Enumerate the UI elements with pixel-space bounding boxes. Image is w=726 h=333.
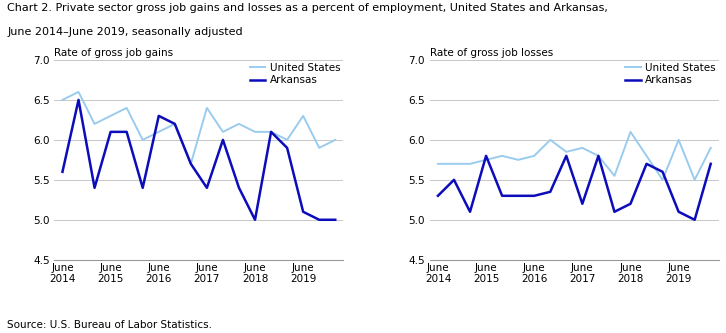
Text: Rate of gross job losses: Rate of gross job losses — [430, 48, 553, 58]
Text: Rate of gross job gains: Rate of gross job gains — [54, 48, 174, 58]
Text: Chart 2. Private sector gross job gains and losses as a percent of employment, U: Chart 2. Private sector gross job gains … — [7, 3, 608, 13]
Legend: United States, Arkansas: United States, Arkansas — [625, 63, 716, 85]
Legend: United States, Arkansas: United States, Arkansas — [250, 63, 340, 85]
Text: June 2014–June 2019, seasonally adjusted: June 2014–June 2019, seasonally adjusted — [7, 27, 243, 37]
Text: Source: U.S. Bureau of Labor Statistics.: Source: U.S. Bureau of Labor Statistics. — [7, 320, 212, 330]
